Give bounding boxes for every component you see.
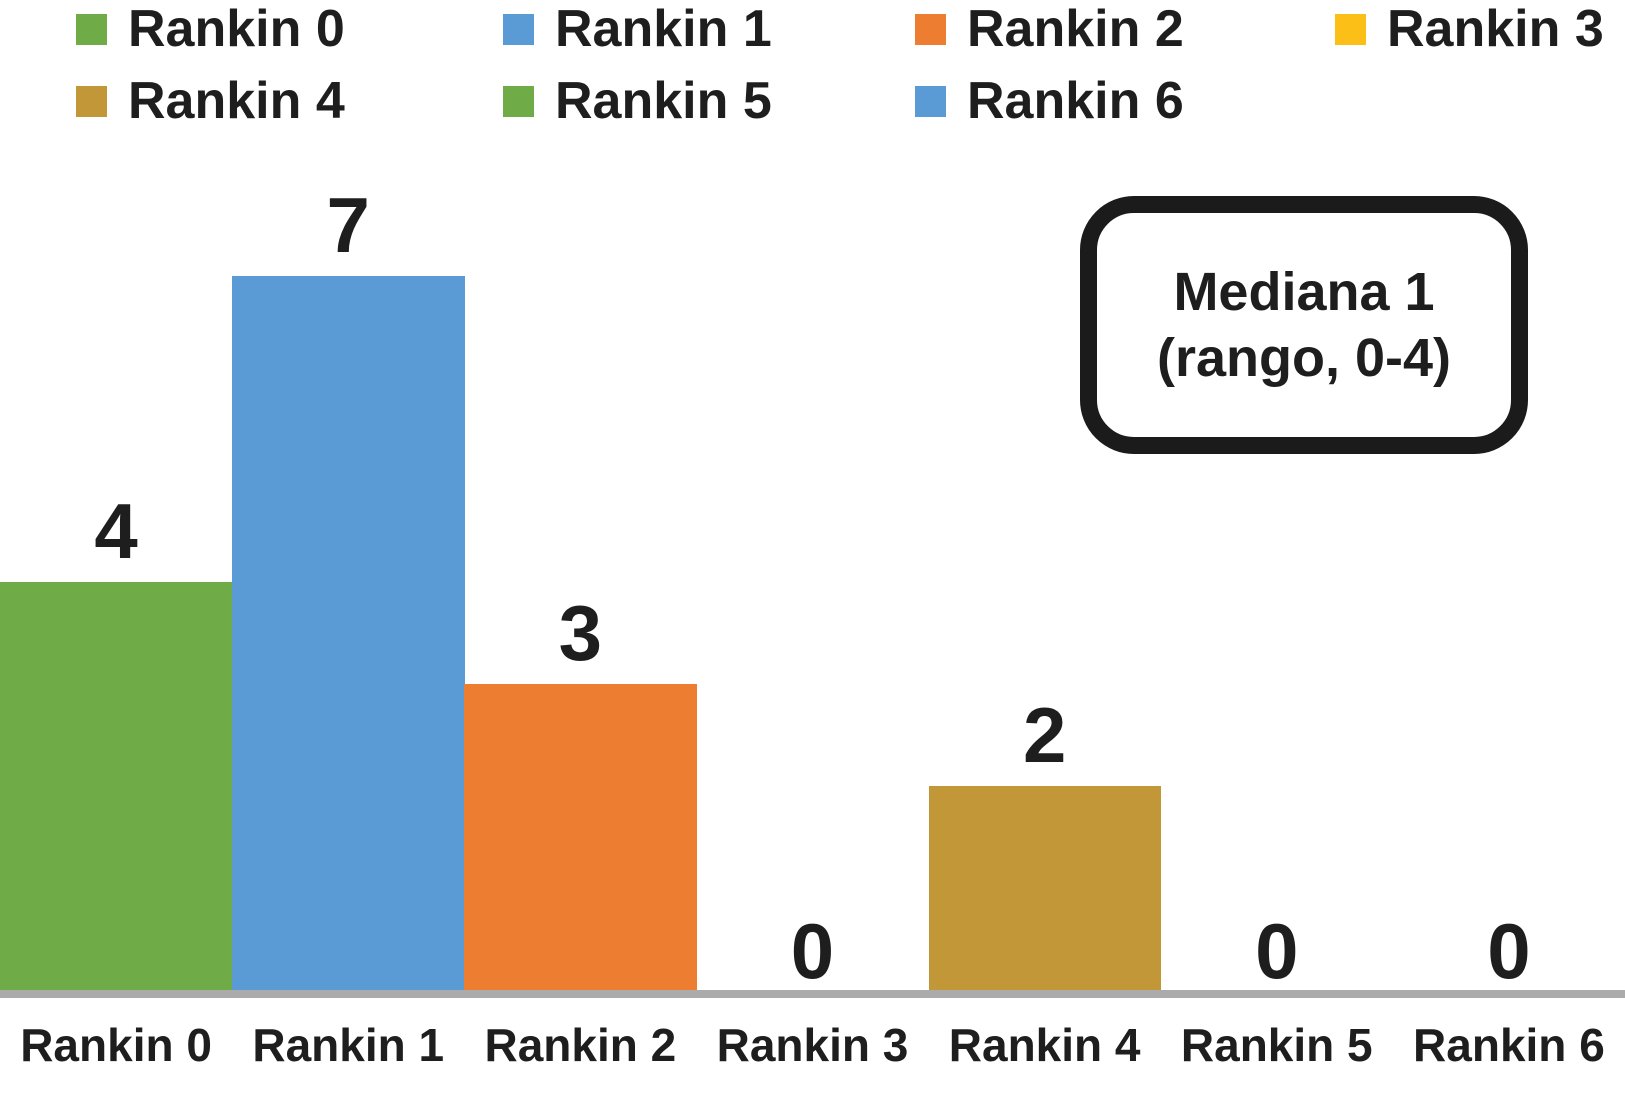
x-axis-label-rankin-5: Rankin 5 [1180, 1019, 1373, 1071]
data-label-rankin-0: 4 [94, 487, 138, 575]
data-label-rankin-4: 2 [1022, 691, 1067, 779]
legend-label: Rankin 0 [128, 0, 345, 58]
data-label-rankin-3: 0 [790, 907, 835, 995]
legend-label: Rankin 5 [555, 72, 772, 130]
legend-item-rankin-3: Rankin 3 [1335, 0, 1604, 58]
legend-swatch-rankin-1 [503, 13, 534, 45]
legend-swatch-rankin-0 [76, 13, 107, 45]
legend-swatch-rankin-3 [1335, 13, 1366, 45]
x-axis-label-rankin-0: Rankin 0 [20, 1019, 212, 1071]
legend-item-rankin-1: Rankin 1 [503, 0, 772, 58]
data-label-rankin-2: 3 [558, 589, 603, 677]
x-axis-baseline [0, 990, 1625, 998]
legend-swatch-rankin-2 [915, 13, 946, 45]
legend-label: Rankin 6 [967, 72, 1184, 130]
bar-rankin-2 [464, 684, 697, 990]
x-axis-label-rankin-2: Rankin 2 [484, 1019, 677, 1071]
bar-rankin-4 [928, 786, 1162, 990]
legend-label: Rankin 2 [967, 0, 1184, 58]
chart-legend: Rankin 0 Rankin 1 Rankin 2 Rankin 3 Rankin 4… [0, 0, 1625, 145]
legend-item-rankin-5: Rankin 5 [503, 72, 772, 130]
data-label-rankin-6: 0 [1487, 907, 1531, 995]
legend-swatch-rankin-5 [503, 85, 534, 117]
x-axis-label-rankin-6: Rankin 6 [1413, 1019, 1605, 1071]
x-axis-label-rankin-4: Rankin 4 [948, 1019, 1141, 1071]
bar-rankin-0 [0, 582, 233, 990]
median-annotation-line1: Mediana 1 [1173, 262, 1435, 322]
legend-item-rankin-6: Rankin 6 [915, 72, 1184, 130]
legend-item-rankin-4: Rankin 4 [76, 72, 345, 130]
legend-item-rankin-2: Rankin 2 [915, 0, 1184, 58]
median-annotation-line2: (rango, 0-4) [1156, 328, 1452, 388]
bar-rankin-1 [232, 276, 465, 990]
x-axis-labels: Rankin 0 Rankin 1 Rankin 2 Rankin 3 Rankin 4… [0, 1022, 1625, 1082]
x-axis-label-rankin-3: Rankin 3 [716, 1019, 909, 1071]
data-label-rankin-1: 7 [326, 181, 370, 269]
data-label-rankin-5: 0 [1255, 907, 1299, 995]
median-annotation-box: Mediana 1 (rango, 0-4) [1080, 196, 1528, 454]
legend-label: Rankin 1 [555, 0, 772, 58]
legend-swatch-rankin-6 [915, 85, 946, 117]
x-axis-label-rankin-1: Rankin 1 [252, 1019, 445, 1071]
legend-label: Rankin 4 [128, 72, 345, 130]
legend-label: Rankin 3 [1387, 0, 1604, 58]
legend-swatch-rankin-4 [76, 85, 107, 117]
legend-item-rankin-0: Rankin 0 [76, 0, 345, 58]
